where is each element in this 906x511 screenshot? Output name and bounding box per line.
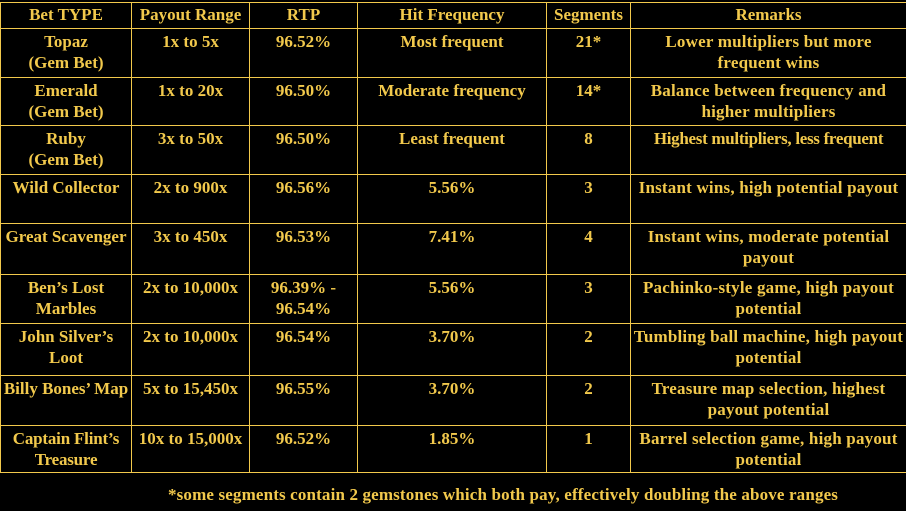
- table-row: Ben’s Lost Marbles 2x to 10,000x 96.39% …: [0, 274, 906, 324]
- cell-segments: 8: [546, 125, 631, 175]
- table-row: Ruby (Gem Bet) 3x to 50x 96.50% Least fr…: [0, 125, 906, 175]
- cell-rtp: 96.53%: [249, 223, 358, 275]
- cell-payout-range: 1x to 20x: [131, 77, 250, 126]
- cell-bet-type: John Silver’s Loot: [0, 323, 132, 376]
- cell-hit-frequency: 5.56%: [357, 174, 547, 224]
- cell-remarks: Balance between frequency and higher mul…: [630, 77, 906, 126]
- footnote: *some segments contain 2 gemstones which…: [168, 485, 839, 504]
- cell-bet-type: Ruby (Gem Bet): [0, 125, 132, 175]
- cell-segments: 4: [546, 223, 631, 275]
- table-row: Emerald (Gem Bet) 1x to 20x 96.50% Moder…: [0, 77, 906, 126]
- cell-remarks: Barrel selection game, high payout poten…: [630, 425, 906, 473]
- cell-segments: 3: [546, 174, 631, 224]
- cell-payout-range: 2x to 10,000x: [131, 274, 250, 324]
- table-row: Topaz (Gem Bet) 1x to 5x 96.52% Most fre…: [0, 28, 906, 78]
- table-row: Billy Bones’ Map 5x to 15,450x 96.55% 3.…: [0, 375, 906, 426]
- table-row: Wild Collector 2x to 900x 96.56% 5.56% 3…: [0, 174, 906, 224]
- header-rtp: RTP: [249, 2, 358, 29]
- cell-rtp: 96.39% - 96.54%: [249, 274, 358, 324]
- cell-payout-range: 3x to 50x: [131, 125, 250, 175]
- header-hit-frequency: Hit Frequency: [357, 2, 547, 29]
- cell-remarks: Treasure map selection, highest payout p…: [630, 375, 906, 426]
- cell-hit-frequency: Most frequent: [357, 28, 547, 78]
- cell-hit-frequency: 3.70%: [357, 375, 547, 426]
- cell-hit-frequency: Moderate frequency: [357, 77, 547, 126]
- cell-segments: 1: [546, 425, 631, 473]
- table-row: John Silver’s Loot 2x to 10,000x 96.54% …: [0, 323, 906, 376]
- cell-bet-type: Great Scavenger: [0, 223, 132, 275]
- table-header-row: Bet TYPE Payout Range RTP Hit Frequency …: [0, 2, 906, 29]
- cell-rtp: 96.50%: [249, 77, 358, 126]
- cell-rtp: 96.52%: [249, 28, 358, 78]
- cell-remarks: Instant wins, high potential payout: [630, 174, 906, 224]
- cell-bet-type: Captain Flint’s Treasure: [0, 425, 132, 473]
- header-segments: Segments: [546, 2, 631, 29]
- bet-types-table: Bet TYPE Payout Range RTP Hit Frequency …: [0, 2, 906, 473]
- cell-hit-frequency: 5.56%: [357, 274, 547, 324]
- cell-segments: 2: [546, 323, 631, 376]
- cell-rtp: 96.56%: [249, 174, 358, 224]
- header-payout-range: Payout Range: [131, 2, 250, 29]
- table-row: Great Scavenger 3x to 450x 96.53% 7.41% …: [0, 223, 906, 275]
- cell-hit-frequency: 3.70%: [357, 323, 547, 376]
- cell-segments: 21*: [546, 28, 631, 78]
- cell-bet-type: Emerald (Gem Bet): [0, 77, 132, 126]
- cell-rtp: 96.52%: [249, 425, 358, 473]
- cell-segments: 14*: [546, 77, 631, 126]
- cell-bet-type: Billy Bones’ Map: [0, 375, 132, 426]
- cell-bet-type: Topaz (Gem Bet): [0, 28, 132, 78]
- cell-remarks: Tumbling ball machine, high payout poten…: [630, 323, 906, 376]
- table-row: Captain Flint’s Treasure 10x to 15,000x …: [0, 425, 906, 473]
- cell-rtp: 96.55%: [249, 375, 358, 426]
- header-remarks: Remarks: [630, 2, 906, 29]
- cell-rtp: 96.50%: [249, 125, 358, 175]
- cell-remarks: Lower multipliers but more frequent wins: [630, 28, 906, 78]
- cell-rtp: 96.54%: [249, 323, 358, 376]
- cell-segments: 2: [546, 375, 631, 426]
- header-bet-type: Bet TYPE: [0, 2, 132, 29]
- cell-remarks: Highest multipliers, less frequent: [630, 125, 906, 175]
- cell-payout-range: 5x to 15,450x: [131, 375, 250, 426]
- cell-hit-frequency: 1.85%: [357, 425, 547, 473]
- cell-hit-frequency: Least frequent: [357, 125, 547, 175]
- cell-remarks: Pachinko-style game, high payout potenti…: [630, 274, 906, 324]
- cell-payout-range: 3x to 450x: [131, 223, 250, 275]
- cell-bet-type: Wild Collector: [0, 174, 132, 224]
- cell-bet-type: Ben’s Lost Marbles: [0, 274, 132, 324]
- cell-payout-range: 2x to 10,000x: [131, 323, 250, 376]
- cell-hit-frequency: 7.41%: [357, 223, 547, 275]
- cell-remarks: Instant wins, moderate potential payout: [630, 223, 906, 275]
- cell-payout-range: 1x to 5x: [131, 28, 250, 78]
- cell-payout-range: 2x to 900x: [131, 174, 250, 224]
- cell-segments: 3: [546, 274, 631, 324]
- cell-payout-range: 10x to 15,000x: [131, 425, 250, 473]
